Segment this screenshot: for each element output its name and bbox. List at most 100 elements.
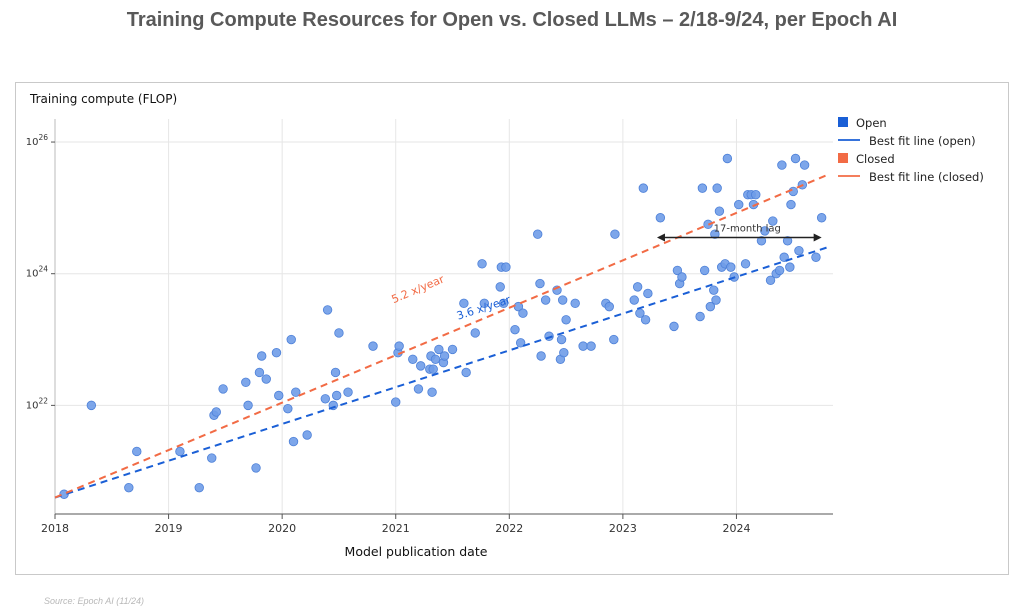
- y-axis-ticks: 1022 1024 1026: [26, 133, 55, 411]
- data-point: [779, 252, 789, 262]
- data-point: [501, 262, 511, 272]
- fit-line: [54, 246, 828, 499]
- data-point: [578, 341, 588, 351]
- data-point: [765, 275, 776, 285]
- data-point: [254, 367, 265, 378]
- data-point: [430, 354, 441, 364]
- data-point: [557, 295, 568, 305]
- data-point: [132, 446, 142, 457]
- data-point: [175, 446, 185, 457]
- data-point: [207, 453, 217, 463]
- data-point: [470, 328, 480, 338]
- data-point: [416, 361, 426, 371]
- data-point: [477, 259, 487, 269]
- data-point: [714, 206, 725, 216]
- lag-arrow-head-left: [656, 233, 665, 242]
- data-point: [510, 324, 520, 335]
- chart-panel: Training compute (FLOP) Model publicatio…: [15, 82, 1009, 575]
- data-point: [561, 315, 571, 325]
- data-point: [302, 430, 312, 440]
- chart-legend: Open Best fit line (open) Closed Best fit l…: [838, 116, 984, 184]
- data-point: [283, 403, 293, 414]
- data-point: [498, 298, 509, 309]
- grid-lines: [54, 119, 833, 515]
- data-point: [495, 282, 505, 292]
- data-point: [535, 278, 545, 289]
- data-point: [740, 259, 751, 269]
- data-point: [194, 482, 204, 493]
- x-tick-label: 2024: [722, 522, 750, 535]
- data-point: [705, 301, 716, 312]
- data-point: [643, 288, 653, 299]
- data-point: [271, 348, 282, 358]
- data-point: [320, 394, 331, 404]
- data-point: [734, 199, 744, 210]
- fit-line-label: 5.2 x/year: [390, 272, 447, 306]
- x-tick-label: 2018: [41, 522, 69, 535]
- data-point: [712, 183, 722, 193]
- data-point: [768, 216, 778, 226]
- data-point: [461, 367, 471, 378]
- data-point: [218, 384, 228, 394]
- data-point: [479, 298, 490, 309]
- data-point: [811, 252, 821, 262]
- data-point: [799, 160, 810, 170]
- data-point: [586, 341, 596, 351]
- data-point: [816, 213, 827, 223]
- data-point: [286, 334, 296, 345]
- data-point: [774, 265, 785, 276]
- data-point: [794, 245, 804, 256]
- data-point: [540, 295, 551, 305]
- lag-label: 17-month lag: [714, 224, 781, 235]
- x-tick-label: 2020: [268, 522, 296, 535]
- legend-label: Best fit line (open): [869, 134, 976, 148]
- data-point: [241, 377, 251, 388]
- data-point: [251, 463, 261, 473]
- data-point: [413, 384, 424, 394]
- data-point: [785, 262, 795, 272]
- data-point: [699, 265, 710, 276]
- data-point: [710, 229, 720, 239]
- data-point: [257, 351, 267, 361]
- scatter-points: [59, 153, 827, 499]
- data-point: [556, 334, 567, 345]
- legend-label: Best fit line (closed): [869, 170, 984, 184]
- x-tick-label: 2019: [155, 522, 183, 535]
- data-point: [790, 153, 801, 164]
- data-point: [459, 298, 469, 309]
- y-tick-label: 1026: [26, 133, 49, 148]
- fit-line: [54, 174, 828, 499]
- data-point: [559, 348, 569, 358]
- fit-lines: 3.6 x/year 5.2 x/year: [54, 174, 828, 499]
- data-point: [677, 272, 687, 282]
- data-point: [261, 374, 271, 384]
- data-point: [604, 301, 614, 312]
- chart-svg: Training compute (FLOP) Model publicatio…: [26, 92, 984, 559]
- data-point: [786, 199, 796, 210]
- data-point: [638, 183, 649, 193]
- y-tick-label: 1022: [26, 396, 49, 411]
- x-tick-label: 2023: [609, 522, 637, 535]
- data-point: [777, 160, 787, 170]
- fit-line-label: 3.6 x/year: [455, 293, 512, 323]
- data-point: [291, 387, 301, 397]
- data-point: [288, 436, 299, 447]
- data-point: [434, 344, 444, 355]
- data-point: [427, 387, 437, 397]
- data-point: [124, 482, 134, 493]
- data-point: [711, 295, 721, 305]
- data-point: [751, 190, 761, 200]
- data-point: [760, 226, 770, 236]
- legend-label: Open: [856, 116, 887, 130]
- data-point: [274, 390, 284, 401]
- x-axis-ticks: 2018 2019 2020 2021 2022 2023 2024: [41, 514, 750, 535]
- legend-swatch: [838, 153, 848, 163]
- data-point: [756, 236, 767, 246]
- data-point: [632, 282, 643, 292]
- data-point: [86, 400, 97, 411]
- data-point: [609, 334, 619, 345]
- data-point: [695, 311, 705, 322]
- data-point: [629, 295, 639, 305]
- data-point: [368, 341, 378, 351]
- y-tick-label: 1024: [26, 265, 49, 280]
